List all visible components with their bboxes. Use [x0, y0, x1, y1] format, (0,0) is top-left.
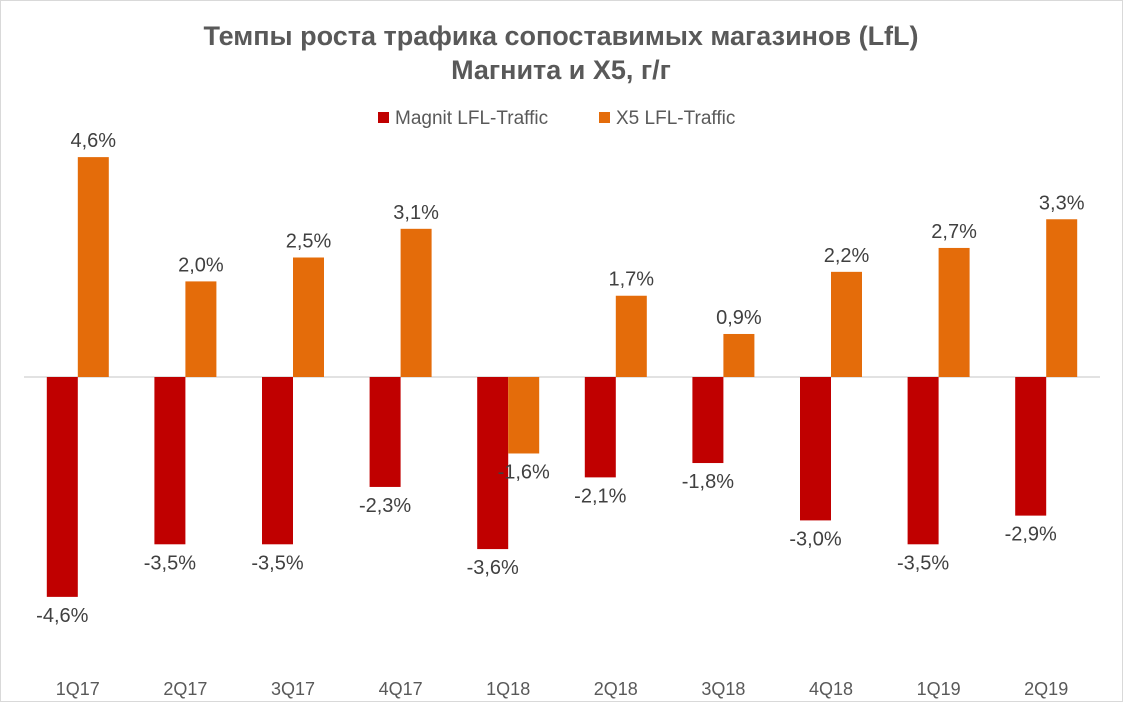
- x-tick-label-3q18: 3Q18: [701, 679, 745, 699]
- magnit-bar-1q18: [477, 377, 509, 550]
- x-tick-label-1q18: 1Q18: [486, 679, 530, 699]
- x-tick-label-4q18: 4Q18: [809, 679, 853, 699]
- x5-data-label-2q17: 2,0%: [178, 254, 224, 276]
- x-tick-label-2q17: 2Q17: [163, 679, 207, 699]
- x5-bar-1q19: [938, 247, 970, 377]
- x5-bar-2q19: [1046, 219, 1078, 377]
- x5-data-label-3q18: 0,9%: [716, 307, 762, 329]
- x-tick-label-2q18: 2Q18: [594, 679, 638, 699]
- x5-bar-4q18: [831, 271, 862, 377]
- magnit-data-label-1q17: -4,6%: [36, 605, 88, 627]
- chart-title-line2: Магнита и X5, г/г: [451, 55, 671, 85]
- x5-data-label-4q17: 3,1%: [393, 202, 439, 224]
- magnit-data-label-2q17: -3,5%: [144, 552, 196, 574]
- x5-data-label-2q18: 1,7%: [609, 269, 655, 291]
- x-tick-label-3q17: 3Q17: [271, 679, 315, 699]
- legend-swatch-x5: [599, 112, 610, 123]
- x5-bar-3q18: [723, 333, 755, 377]
- magnit-bar-4q17: [369, 377, 401, 487]
- x5-data-label-2q19: 3,3%: [1039, 192, 1085, 214]
- x-tick-label-2q19: 2Q19: [1024, 679, 1068, 699]
- magnit-data-label-2q19: -2,9%: [1005, 524, 1057, 546]
- magnit-data-label-1q18: -3,6%: [467, 557, 519, 579]
- x-tick-label-1q19: 1Q19: [917, 679, 961, 699]
- x5-bar-1q17: [77, 157, 109, 377]
- legend-swatch-magnit: [378, 112, 389, 123]
- magnit-bar-1q19: [907, 377, 939, 545]
- magnit-data-label-3q17: -3,5%: [251, 552, 303, 574]
- x5-data-label-4q18: 2,2%: [824, 245, 870, 267]
- magnit-data-label-2q18: -2,1%: [574, 485, 626, 507]
- x5-bar-4q17: [400, 228, 432, 377]
- x5-data-label-1q19: 2,7%: [931, 221, 977, 243]
- magnit-bar-3q18: [692, 377, 724, 464]
- magnit-bar-2q18: [584, 377, 616, 478]
- x5-bar-1q18: [508, 377, 540, 454]
- x5-data-label-1q17: 4,6%: [71, 130, 117, 152]
- x-tick-label-1q17: 1Q17: [56, 679, 100, 699]
- magnit-data-label-4q17: -2,3%: [359, 495, 411, 517]
- chart-title-line1: Темпы роста трафика сопоставимых магазин…: [203, 21, 918, 51]
- x5-bar-2q18: [615, 295, 647, 377]
- legend-label-magnit: Magnit LFL-Traffic: [395, 108, 548, 129]
- magnit-data-label-1q19: -3,5%: [897, 552, 949, 574]
- x5-bar-2q17: [185, 281, 217, 377]
- x-tick-label-4q17: 4Q17: [379, 679, 423, 699]
- magnit-bar-3q17: [262, 377, 293, 545]
- magnit-bar-2q19: [1015, 377, 1047, 516]
- magnit-bar-4q18: [800, 377, 831, 521]
- magnit-data-label-3q18: -1,8%: [682, 471, 734, 493]
- legend-label-x5: X5 LFL-Traffic: [616, 108, 735, 129]
- magnit-data-label-4q18: -3,0%: [789, 528, 841, 550]
- x5-data-label-1q18: -1,6%: [498, 461, 550, 483]
- magnit-bar-1q17: [46, 377, 78, 597]
- x5-bar-3q17: [293, 257, 324, 377]
- magnit-bar-2q17: [154, 377, 186, 545]
- plot-area: -4,6% 4,6% 1Q17 -3,5% 2,0% 2Q17 -3,5% 2,5% 3Q17 -…: [24, 130, 1100, 699]
- legend: Magnit LFL-Traffic X5 LFL-Traffic: [378, 108, 735, 129]
- x5-data-label-3q17: 2,5%: [286, 231, 332, 253]
